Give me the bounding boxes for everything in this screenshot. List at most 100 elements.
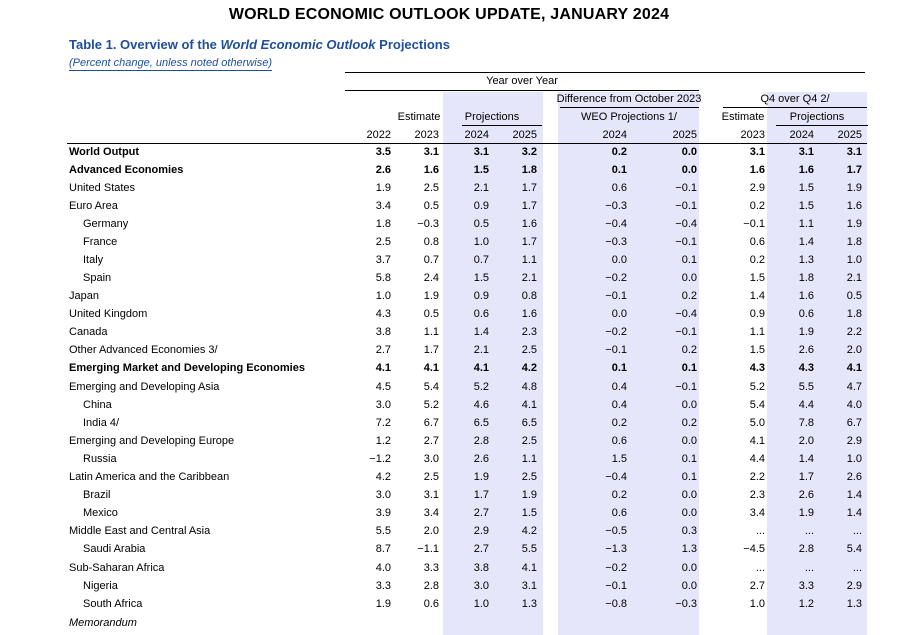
cell-value: 2.7 [473,507,489,519]
cell-value: −0.3 [675,598,697,610]
table-row: United Kingdom 4.3 0.5 0.6 1.6 0.0 −0.4 0.9 0.6 1… [0,308,898,326]
row-label: World Output [69,146,140,158]
cell-value: 1.1 [521,254,537,266]
cell-value: 0.4 [611,399,627,411]
cell-value: 0.8 [521,290,537,302]
cell-value: 2.1 [846,272,862,284]
cell-value: −0.4 [605,218,627,230]
cell-value: 3.0 [423,453,439,465]
row-label: Japan [69,290,99,302]
cell-value: 4.1 [846,362,862,374]
table-row: Brazil 3.0 3.1 1.7 1.9 0.2 0.0 2.3 2.6 1.4 [0,489,898,507]
cell-value: 1.8 [846,236,862,248]
cell-value: 4.0 [375,562,391,574]
cell-value: −4.5 [743,543,765,555]
cell-value: −0.5 [605,525,627,537]
header-year: 2024 [602,129,627,141]
row-label: Canada [69,326,108,338]
cell-value: 6.5 [521,417,537,429]
header-projections: Projections [464,111,520,123]
cell-value: 5.5 [521,543,537,555]
cell-value: 2.5 [375,236,391,248]
cell-value: 0.6 [611,507,627,519]
row-label: Middle East and Central Asia [69,525,211,537]
page-title: WORLD ECONOMIC OUTLOOK UPDATE, JANUARY 2… [228,6,670,23]
cell-value: 1.0 [846,453,862,465]
cell-value: 2.6 [473,453,489,465]
cell-value: 0.2 [611,417,627,429]
cell-value: 0.9 [749,308,765,320]
header-estimate: Estimate [397,111,441,123]
table-row: Italy 3.7 0.7 0.7 1.1 0.0 0.1 0.2 1.3 1.0 [0,254,898,272]
row-label: Russia [83,453,117,465]
cell-value: 3.4 [749,507,765,519]
table-row: Sub-Saharan Africa 4.0 3.3 3.8 4.1 −0.2 0.0...… [0,562,898,580]
cell-value: 1.7 [473,489,489,501]
cell-value: 1.7 [846,164,862,176]
row-label: China [83,399,112,411]
cell-value: 3.3 [423,562,439,574]
cell-value: 0.0 [681,562,697,574]
row-label: Advanced Economies [69,164,184,176]
cell-value: 5.4 [423,381,439,393]
header-year: 2022 [366,129,391,141]
cell-value: 2.9 [473,525,489,537]
cell-value: ... [755,525,765,537]
cell-value: 2.6 [375,164,391,176]
cell-value: 0.1 [681,453,697,465]
cell-value: −0.4 [605,471,627,483]
cell-value: −0.2 [605,326,627,338]
cell-value: 2.6 [846,471,862,483]
cell-value: 3.1 [423,146,439,158]
cell-value: 3.1 [521,580,537,592]
row-label: Emerging and Developing Europe [69,435,235,447]
table-row: South Africa 1.9 0.6 1.0 1.3 −0.8 −0.3 1.0 1.2 1.… [0,598,898,616]
cell-value: −1.1 [417,543,439,555]
cell-value: −0.4 [675,218,697,230]
cell-value: 0.0 [681,489,697,501]
table-row: Spain 5.8 2.4 1.5 2.1 −0.2 0.0 1.5 1.8 2.1 [0,272,898,290]
cell-value: 0.1 [681,471,697,483]
cell-value: 1.5 [749,344,765,356]
cell-value: 1.3 [798,254,814,266]
row-label: Memorandum [69,617,137,629]
cell-value: 0.6 [423,598,439,610]
cell-value: 3.1 [798,146,814,158]
cell-value: 1.9 [798,326,814,338]
cell-value: 1.9 [846,182,862,194]
cell-value: −0.1 [675,326,697,338]
cell-value: 1.6 [521,218,537,230]
header-year: 2024 [789,129,814,141]
cell-value: 1.8 [798,272,814,284]
cell-value: 1.6 [798,164,814,176]
cell-value: 2.6 [798,489,814,501]
cell-value: 4.0 [846,399,862,411]
cell-value: −0.1 [675,182,697,194]
cell-value: 1.9 [423,290,439,302]
cell-value: 3.3 [375,580,391,592]
cell-value: 3.1 [846,146,862,158]
header-year-over-year: Year over Year [486,75,558,87]
row-label: Italy [83,254,104,266]
row-label: Sub-Saharan Africa [69,562,165,574]
cell-value: 1.9 [375,182,391,194]
cell-value: 1.9 [375,598,391,610]
cell-value: 2.1 [473,344,489,356]
cell-value: 0.2 [611,146,627,158]
table-row: World Output 3.5 3.1 3.1 3.2 0.2 0.0 3.1 3.1 3.1 [0,146,898,164]
cell-value: 2.0 [846,344,862,356]
cell-value: 4.4 [798,399,814,411]
cell-value: 1.1 [798,218,814,230]
cell-value: 4.3 [749,362,765,374]
cell-value: 2.7 [473,543,489,555]
cell-value: 3.2 [521,146,537,158]
cell-value: 0.2 [611,489,627,501]
row-label: United Kingdom [69,308,148,320]
table-row: Canada 3.8 1.1 1.4 2.3 −0.2 −0.1 1.1 1.9 2.2 [0,326,898,344]
cell-value: 3.1 [473,146,489,158]
cell-value: 0.0 [681,146,697,158]
table-title-italic: World Economic Outlook [220,37,376,52]
rule-q4-projections [776,125,868,126]
cell-value: 1.6 [423,164,439,176]
cell-value: 2.8 [423,580,439,592]
